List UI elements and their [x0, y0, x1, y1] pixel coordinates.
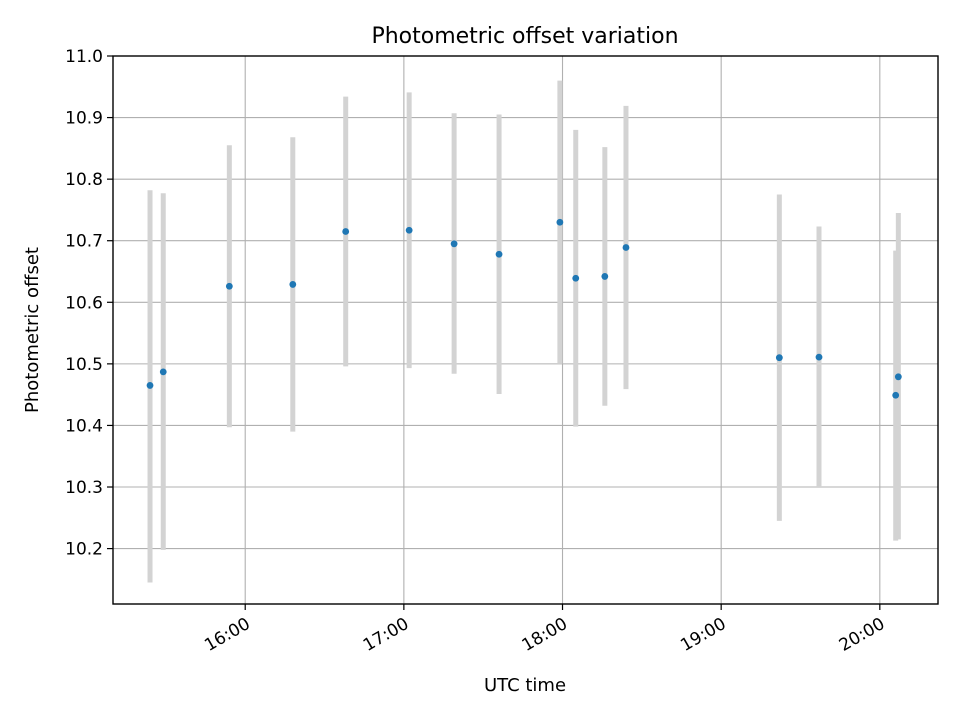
- data-point: [892, 391, 900, 399]
- data-point: [601, 273, 609, 280]
- y-tick-label: 10.4: [65, 416, 103, 436]
- y-tick-label: 10.9: [65, 109, 103, 129]
- x-tick-label: 16:00: [201, 614, 253, 656]
- data-points: [146, 218, 902, 399]
- data-point: [342, 228, 350, 235]
- grid: [113, 55, 938, 604]
- chart-title: Photometric offset variation: [371, 24, 678, 49]
- data-point: [159, 368, 167, 376]
- data-point: [775, 354, 783, 362]
- y-axis-label: Photometric offset: [22, 247, 43, 413]
- x-tick-label: 17:00: [360, 614, 412, 656]
- data-point: [622, 244, 630, 251]
- y-tick-label: 11.0: [65, 47, 103, 67]
- data-point: [495, 250, 503, 258]
- data-point: [894, 373, 902, 381]
- x-tick-label: 20:00: [836, 614, 888, 656]
- data-point: [146, 382, 154, 389]
- data-point: [405, 226, 413, 234]
- x-axis-label: UTC time: [484, 675, 566, 696]
- data-point: [225, 282, 233, 290]
- y-tick-label: 10.5: [65, 355, 103, 375]
- x-tick-label: 19:00: [677, 614, 729, 656]
- y-tick-label: 10.2: [65, 540, 103, 560]
- x-ticks: 16:00 17:00 18:00 19:00 20:00: [201, 604, 888, 656]
- data-point: [450, 240, 458, 248]
- data-point: [815, 353, 823, 361]
- y-tick-label: 10.8: [65, 170, 103, 190]
- y-tick-label: 10.7: [65, 232, 103, 252]
- data-point: [572, 274, 580, 282]
- y-tick-label: 10.3: [65, 478, 103, 498]
- y-ticks: 10.2 10.3 10.4 10.5 10.6 10.7 10.8 10.9 11.0: [65, 47, 113, 560]
- errorbars: [147, 80, 901, 583]
- x-tick-label: 18:00: [519, 614, 571, 656]
- plot-frame: [112, 55, 939, 605]
- y-tick-label: 10.6: [65, 293, 103, 313]
- data-point: [556, 218, 564, 226]
- data-point: [289, 281, 297, 288]
